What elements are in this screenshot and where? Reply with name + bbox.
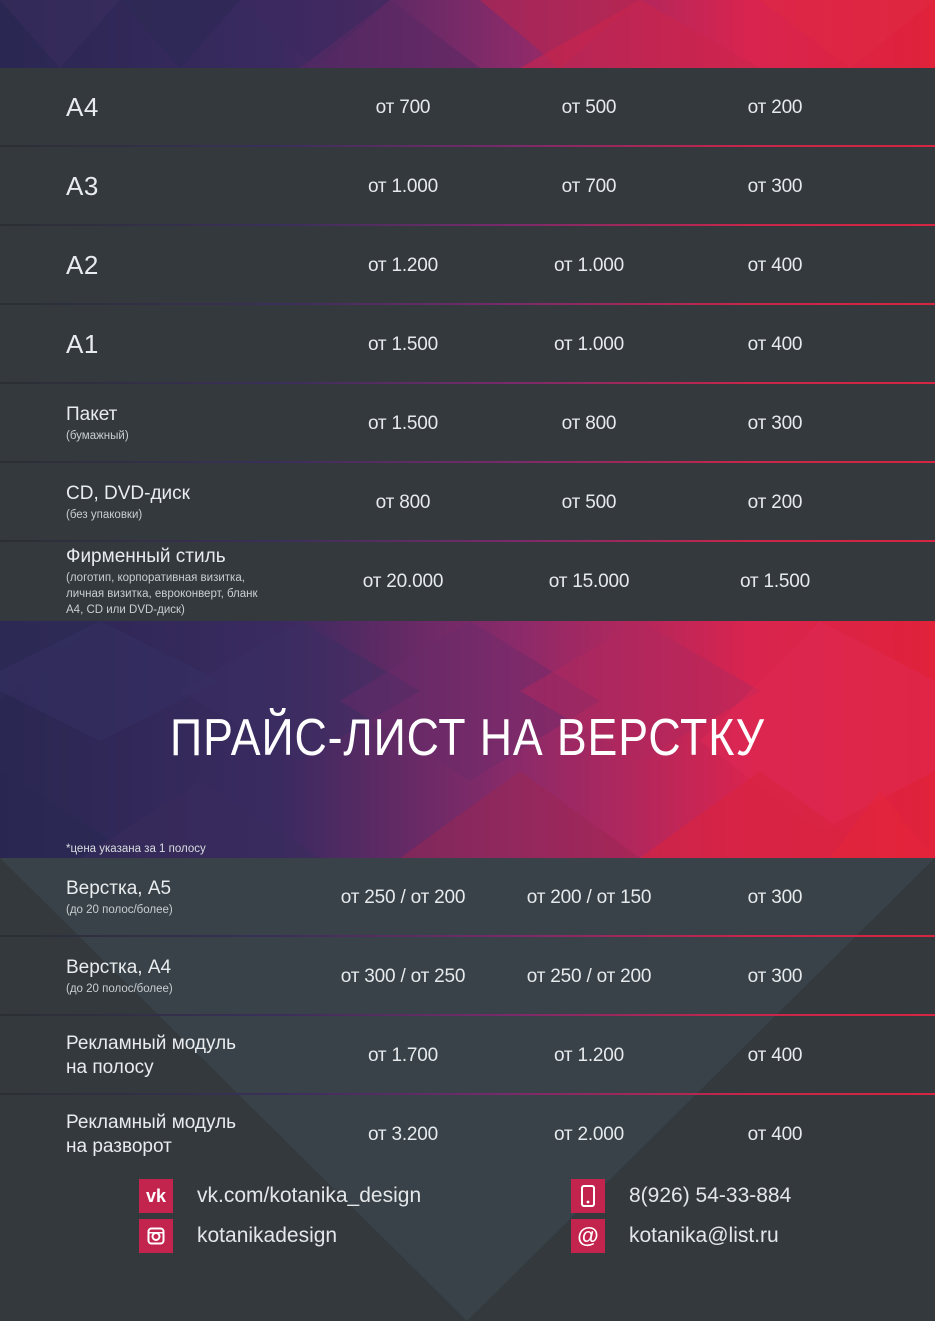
price-value: от 700 bbox=[561, 175, 617, 197]
instagram-icon bbox=[139, 1219, 173, 1253]
section-banner bbox=[0, 621, 935, 858]
price-value: от 1.000 bbox=[553, 333, 625, 355]
contact-phone[interactable]: 8(926) 54-33-884 bbox=[571, 1179, 791, 1213]
price-value: от 1.500 bbox=[367, 333, 439, 355]
product-note: (до 20 полос/более) bbox=[66, 983, 173, 995]
price-row: Пакет (бумажный) от 1.500 от 800 от 300 bbox=[0, 384, 935, 463]
price-row: Рекламный модуль на разворот от 3.200 от 2… bbox=[0, 1095, 935, 1174]
product-name: А2 bbox=[66, 250, 99, 280]
price-value: от 200 / от 150 bbox=[526, 886, 652, 908]
price-value: от 300 bbox=[747, 886, 803, 908]
product-name: А4 bbox=[66, 92, 99, 122]
diamond-pattern bbox=[0, 621, 935, 858]
price-row: А1 от 1.500 от 1.000 от 400 bbox=[0, 305, 935, 384]
contact-instagram[interactable]: kotanikadesign bbox=[139, 1219, 337, 1253]
price-value: от 2.000 bbox=[553, 1123, 625, 1145]
vk-icon: vk bbox=[139, 1179, 173, 1213]
phone-icon bbox=[571, 1179, 605, 1213]
price-value: от 300 / от 250 bbox=[340, 965, 466, 987]
price-value: от 400 bbox=[747, 254, 803, 276]
product-note: (до 20 полос/более) bbox=[66, 904, 173, 916]
price-value: от 250 / от 200 bbox=[340, 886, 466, 908]
product-name: А3 bbox=[66, 171, 99, 201]
price-row: Фирменный стиль (логотип, корпоративная в… bbox=[0, 542, 935, 621]
product-note: (бумажный) bbox=[66, 430, 129, 442]
product-name: Верстка, А5 bbox=[66, 878, 172, 899]
product-name-cell: Верстка, А4 (до 20 полос/более) bbox=[66, 937, 173, 1016]
phone-number[interactable]: 8(926) 54-33-884 bbox=[629, 1184, 792, 1207]
print-price-table: А4 от 700 от 500 от 200 А3 от 1.000 от 700 от 3… bbox=[0, 68, 935, 621]
price-row: CD, DVD-диск (без упаковки) от 800 от 500 от… bbox=[0, 463, 935, 542]
price-row: А3 от 1.000 от 700 от 300 bbox=[0, 147, 935, 226]
product-note: (без упаковки) bbox=[66, 509, 143, 521]
price-value: от 1.500 bbox=[367, 412, 439, 434]
product-name-cell: Фирменный стиль (логотип, корпоративная в… bbox=[66, 542, 261, 621]
product-name: Верстка, А4 bbox=[66, 957, 172, 978]
at-icon: @ bbox=[571, 1219, 605, 1253]
product-name-cell: А3 bbox=[66, 147, 99, 226]
price-value: от 1.500 bbox=[739, 570, 811, 592]
price-value: от 500 bbox=[561, 491, 617, 513]
email-address[interactable]: kotanika@list.ru bbox=[629, 1224, 779, 1247]
layout-price-table: Верстка, А5 (до 20 полос/более) от 250 / о… bbox=[0, 858, 935, 1174]
product-name-cell: Рекламный модуль на полосу bbox=[66, 1016, 241, 1095]
price-value: от 800 bbox=[375, 491, 431, 513]
price-value: от 15.000 bbox=[548, 570, 630, 592]
price-value: от 250 / от 200 bbox=[526, 965, 652, 987]
product-name-cell: А1 bbox=[66, 305, 99, 384]
price-value: от 3.200 bbox=[367, 1123, 439, 1145]
product-name-cell: CD, DVD-диск (без упаковки) bbox=[66, 463, 190, 542]
price-row: А2 от 1.200 от 1.000 от 400 bbox=[0, 226, 935, 305]
price-value: от 1.200 bbox=[367, 254, 439, 276]
price-value: от 300 bbox=[747, 965, 803, 987]
vk-link[interactable]: vk.com/kotanika_design bbox=[197, 1184, 422, 1207]
product-name: Фирменный стиль bbox=[66, 546, 226, 567]
price-value: от 700 bbox=[375, 96, 431, 118]
price-value: от 1.000 bbox=[367, 175, 439, 197]
product-name-cell: А2 bbox=[66, 226, 99, 305]
price-value: от 200 bbox=[747, 491, 803, 513]
product-name: Пакет bbox=[66, 404, 118, 425]
background-triangle bbox=[0, 858, 935, 1321]
price-value: от 300 bbox=[747, 175, 803, 197]
price-value: от 800 bbox=[561, 412, 617, 434]
price-value: от 1.000 bbox=[553, 254, 625, 276]
contact-email[interactable]: @ kotanika@list.ru bbox=[571, 1219, 779, 1253]
price-value: от 20.000 bbox=[362, 570, 444, 592]
price-row: Верстка, А5 (до 20 полос/более) от 250 / о… bbox=[0, 858, 935, 937]
instagram-handle[interactable]: kotanikadesign bbox=[197, 1224, 338, 1247]
product-name-cell: Верстка, А5 (до 20 полос/более) bbox=[66, 858, 173, 937]
triangle-pattern bbox=[0, 0, 935, 68]
product-name: Рекламный модуль на полосу bbox=[66, 1032, 237, 1078]
price-value: от 400 bbox=[747, 1044, 803, 1066]
product-name: CD, DVD-диск bbox=[66, 483, 190, 504]
product-name: Рекламный модуль на разворот bbox=[66, 1111, 237, 1157]
top-decorative-band bbox=[0, 0, 935, 68]
price-row: Рекламный модуль на полосу от 1.700 от 1.2… bbox=[0, 1016, 935, 1095]
product-name-cell: А4 bbox=[66, 68, 99, 147]
price-value: от 400 bbox=[747, 1123, 803, 1145]
price-row: Верстка, А4 (до 20 полос/более) от 300 / о… bbox=[0, 937, 935, 1016]
price-note: *цена указана за 1 полосу bbox=[66, 843, 206, 855]
product-name-cell: Пакет (бумажный) bbox=[66, 384, 129, 463]
product-name-cell: Рекламный модуль на разворот bbox=[66, 1095, 241, 1174]
price-value: от 500 bbox=[561, 96, 617, 118]
price-value: от 1.700 bbox=[367, 1044, 439, 1066]
product-name: А1 bbox=[66, 329, 99, 359]
price-value: от 1.200 bbox=[553, 1044, 625, 1066]
product-note: (логотип, корпоративная визитка, личная … bbox=[66, 572, 258, 616]
price-value: от 200 bbox=[747, 96, 803, 118]
contact-vk[interactable]: vk vk.com/kotanika_design bbox=[139, 1179, 421, 1213]
price-row: А4 от 700 от 500 от 200 bbox=[0, 68, 935, 147]
layout-price-title: ПРАЙС-ЛИСТ НА ВЕРСТКУ bbox=[170, 709, 765, 767]
price-value: от 400 bbox=[747, 333, 803, 355]
price-value: от 300 bbox=[747, 412, 803, 434]
